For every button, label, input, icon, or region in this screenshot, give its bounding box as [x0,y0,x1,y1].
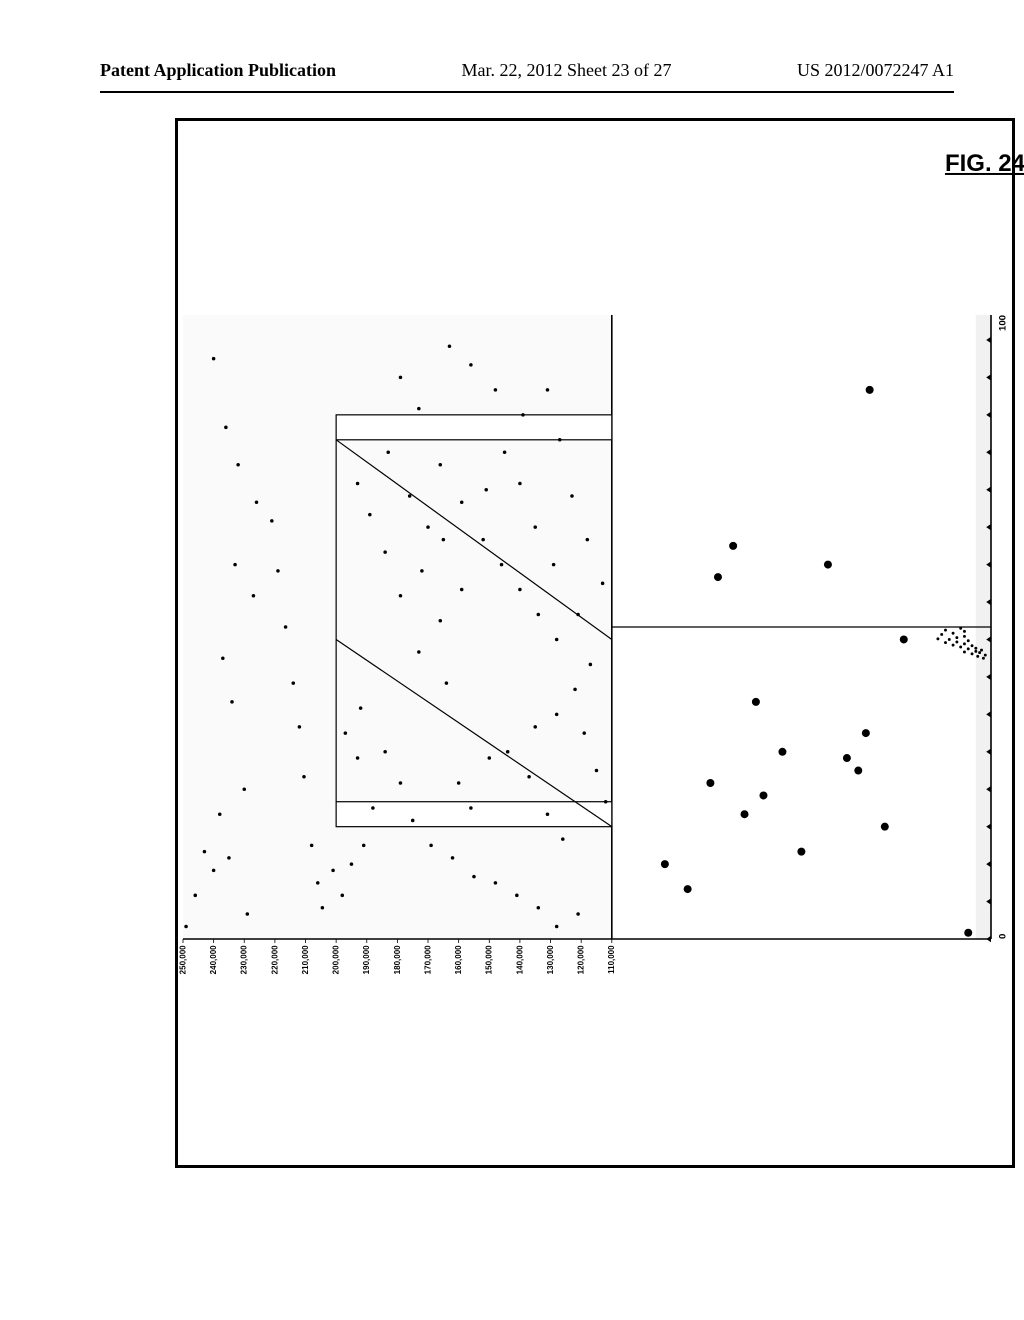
svg-text:170,000: 170,000 [423,945,432,974]
header-mid: Mar. 22, 2012 Sheet 23 of 27 [462,60,672,81]
svg-text:210,000: 210,000 [301,945,310,974]
page-header: Patent Application Publication Mar. 22, … [100,60,954,87]
svg-text:120,000: 120,000 [577,945,586,974]
svg-text:190,000: 190,000 [362,945,371,974]
header-left: Patent Application Publication [100,60,336,81]
svg-text:110,000: 110,000 [607,945,616,974]
svg-text:150,000: 150,000 [485,945,494,974]
header-right: US 2012/0072247 A1 [797,60,954,81]
y-axis-ticks: 250,000 240,000 230,000 220,000 210,000 200,0… [178,939,616,974]
svg-text:160,000: 160,000 [454,945,463,974]
page: Patent Application Publication Mar. 22, … [0,0,1024,1320]
figure-24: 250,000 240,000 230,000 220,000 210,000 200,0… [175,118,1015,1168]
svg-text:230,000: 230,000 [240,945,249,974]
svg-text:180,000: 180,000 [393,945,402,974]
raised-bar [336,802,612,827]
figure-svg: 250,000 240,000 230,000 220,000 210,000 200,0… [175,118,1015,1168]
svg-text:200,000: 200,000 [332,945,341,974]
raised-bar [336,415,612,440]
svg-text:240,000: 240,000 [209,945,218,974]
svg-text:130,000: 130,000 [546,945,555,974]
x-end-label: 100 [997,315,1008,331]
lower-scatter [661,386,972,937]
header-rule [100,91,954,93]
svg-text:250,000: 250,000 [178,945,187,974]
figure-caption: FIG. 24 [945,150,1024,178]
svg-text:140,000: 140,000 [515,945,524,974]
svg-text:220,000: 220,000 [270,945,279,974]
x-start-label: 0 [997,934,1008,939]
